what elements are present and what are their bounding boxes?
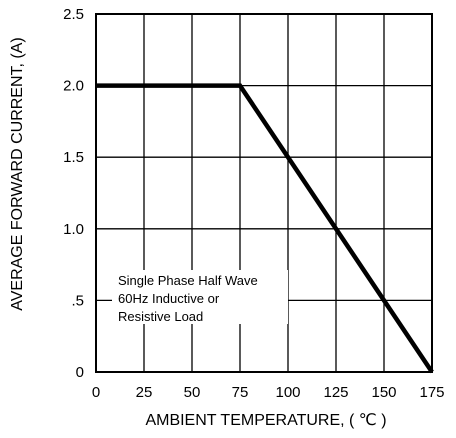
annotation-layer: Single Phase Half Wave 60Hz Inductive or R… [112, 270, 288, 324]
y-axis-title: AVERAGE FORWARD CURRENT, (A) [9, 37, 26, 311]
y-tick-label: .5 [71, 292, 84, 309]
x-tick-label: 125 [323, 384, 348, 401]
x-tick-label: 75 [232, 384, 249, 401]
x-tick-label: 150 [371, 384, 396, 401]
tick-layer: 0 25 50 75 100 125 150 175 0 .5 1.0 1.5 2.0 2.5 [63, 6, 444, 401]
y-tick-label: 2.0 [63, 78, 84, 95]
y-tick-label: 0 [76, 364, 84, 381]
x-tick-label: 25 [136, 384, 153, 401]
y-tick-label: 1.0 [63, 221, 84, 238]
annotation-line: Resistive Load [118, 309, 203, 324]
y-tick-label: 2.5 [63, 6, 84, 23]
x-tick-label: 50 [184, 384, 201, 401]
x-axis-title: AMBIENT TEMPERATURE, ( ℃ ) [145, 412, 386, 429]
x-tick-label: 175 [419, 384, 444, 401]
annotation-line: 60Hz Inductive or [118, 291, 220, 306]
x-tick-label: 100 [275, 384, 300, 401]
x-tick-label: 0 [92, 384, 100, 401]
annotation-line: Single Phase Half Wave [118, 273, 258, 288]
y-tick-label: 1.5 [63, 149, 84, 166]
